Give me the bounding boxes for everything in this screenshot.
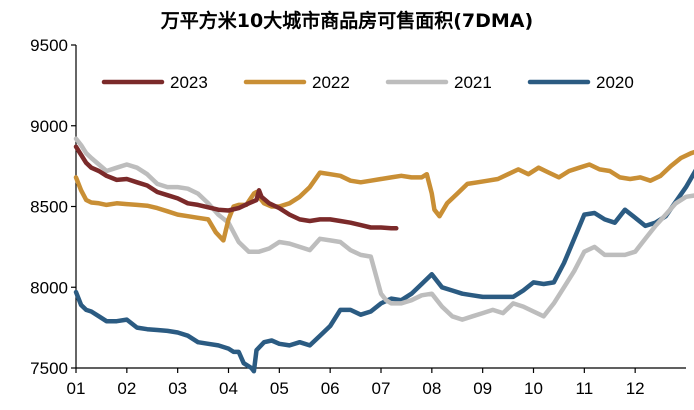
- legend-label-2023: 2023: [170, 73, 208, 92]
- legend-label-2021: 2021: [454, 73, 492, 92]
- x-tick-label: 12: [626, 379, 645, 398]
- y-axis-ticks: 7500 8000 8500 9000 9500: [30, 36, 76, 378]
- x-tick-label: 08: [422, 379, 441, 398]
- x-tick-label: 05: [270, 379, 289, 398]
- y-tick-label: 9500: [30, 36, 68, 55]
- x-tick-label: 10: [524, 379, 543, 398]
- x-tick-label: 09: [473, 379, 492, 398]
- y-tick-label: 9000: [30, 117, 68, 136]
- series-line-2023: [73, 144, 399, 231]
- x-tick-label: 04: [219, 379, 238, 398]
- x-tick-label: 02: [117, 379, 136, 398]
- legend-label-2020: 2020: [596, 73, 634, 92]
- chart-title: 万平方米10大城市商品房可售面积(7DMA): [160, 9, 533, 32]
- series-group: [73, 136, 694, 374]
- x-tick-label: 06: [321, 379, 340, 398]
- x-axis-ticks: 01 02 03 04 05 06 07 08 09 10 11 12: [67, 368, 645, 398]
- y-tick-label: 8500: [30, 198, 68, 217]
- x-tick-label: 03: [168, 379, 187, 398]
- x-tick-label: 11: [576, 379, 594, 398]
- series-line-2022: [73, 149, 694, 243]
- y-tick-label: 7500: [30, 359, 68, 378]
- series-line-2020: [73, 168, 694, 374]
- x-tick-label: 07: [372, 379, 391, 398]
- series-line-2021: [73, 136, 694, 322]
- legend-label-2022: 2022: [312, 73, 350, 92]
- x-tick-label: 01: [67, 379, 86, 398]
- legend: 2023 2022 2021 2020: [101, 73, 634, 92]
- y-tick-label: 8000: [30, 278, 68, 297]
